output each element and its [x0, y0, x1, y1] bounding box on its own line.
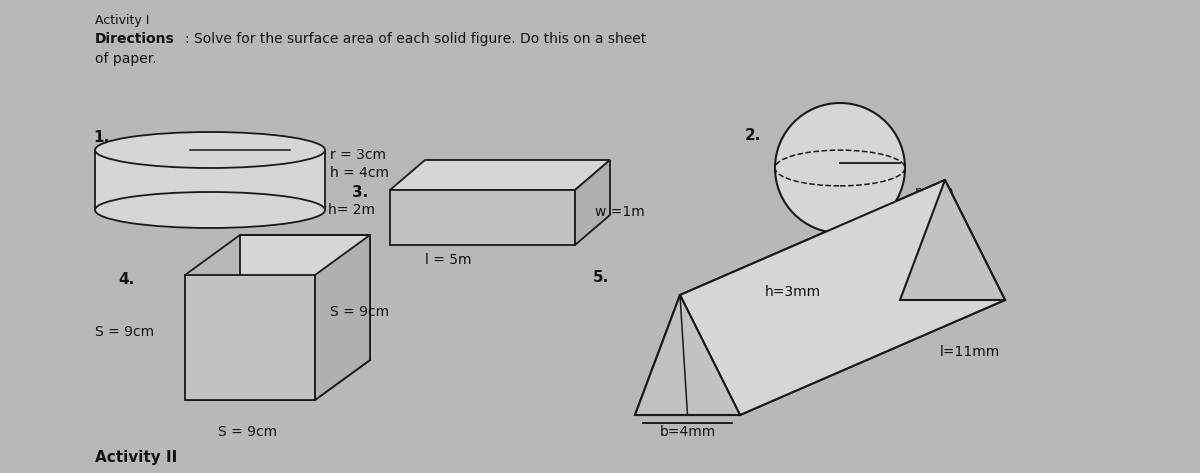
Ellipse shape: [95, 192, 325, 228]
Ellipse shape: [95, 132, 325, 168]
Text: r = 3cm: r = 3cm: [330, 148, 386, 162]
Text: b=4mm: b=4mm: [660, 425, 716, 439]
Text: h = 4cm: h = 4cm: [330, 166, 389, 180]
Text: w =1m: w =1m: [595, 205, 644, 219]
Polygon shape: [680, 180, 1006, 415]
Text: S = 9cm: S = 9cm: [218, 425, 277, 439]
Text: Activity I: Activity I: [95, 14, 149, 27]
Polygon shape: [635, 180, 946, 415]
Text: Directions: Directions: [95, 32, 175, 46]
Polygon shape: [900, 180, 1006, 300]
Circle shape: [775, 103, 905, 233]
Polygon shape: [575, 160, 610, 245]
Polygon shape: [390, 190, 575, 245]
Text: : Solve for the surface area of each solid figure. Do this on a sheet: : Solve for the surface area of each sol…: [185, 32, 647, 46]
Text: 1.: 1.: [94, 130, 109, 145]
Text: 4.: 4.: [118, 272, 134, 287]
Text: Activity II: Activity II: [95, 450, 178, 465]
Text: of paper.: of paper.: [95, 52, 157, 66]
Polygon shape: [635, 300, 1006, 415]
Text: h= 2m: h= 2m: [328, 203, 374, 217]
Text: S = 9cm: S = 9cm: [330, 305, 389, 319]
Polygon shape: [185, 275, 314, 400]
Polygon shape: [240, 235, 370, 360]
Text: h=3mm: h=3mm: [766, 285, 821, 299]
Polygon shape: [390, 160, 610, 190]
Text: l=11mm: l=11mm: [940, 345, 1001, 359]
Polygon shape: [95, 150, 325, 210]
Text: l = 5m: l = 5m: [425, 253, 472, 267]
Polygon shape: [635, 295, 740, 415]
Text: 3.: 3.: [352, 185, 368, 200]
Text: r=5m: r=5m: [916, 185, 955, 199]
Text: S = 9cm: S = 9cm: [95, 325, 154, 339]
Text: 5.: 5.: [593, 270, 610, 285]
Polygon shape: [314, 235, 370, 400]
Polygon shape: [185, 360, 370, 400]
Text: 2.: 2.: [745, 128, 761, 143]
